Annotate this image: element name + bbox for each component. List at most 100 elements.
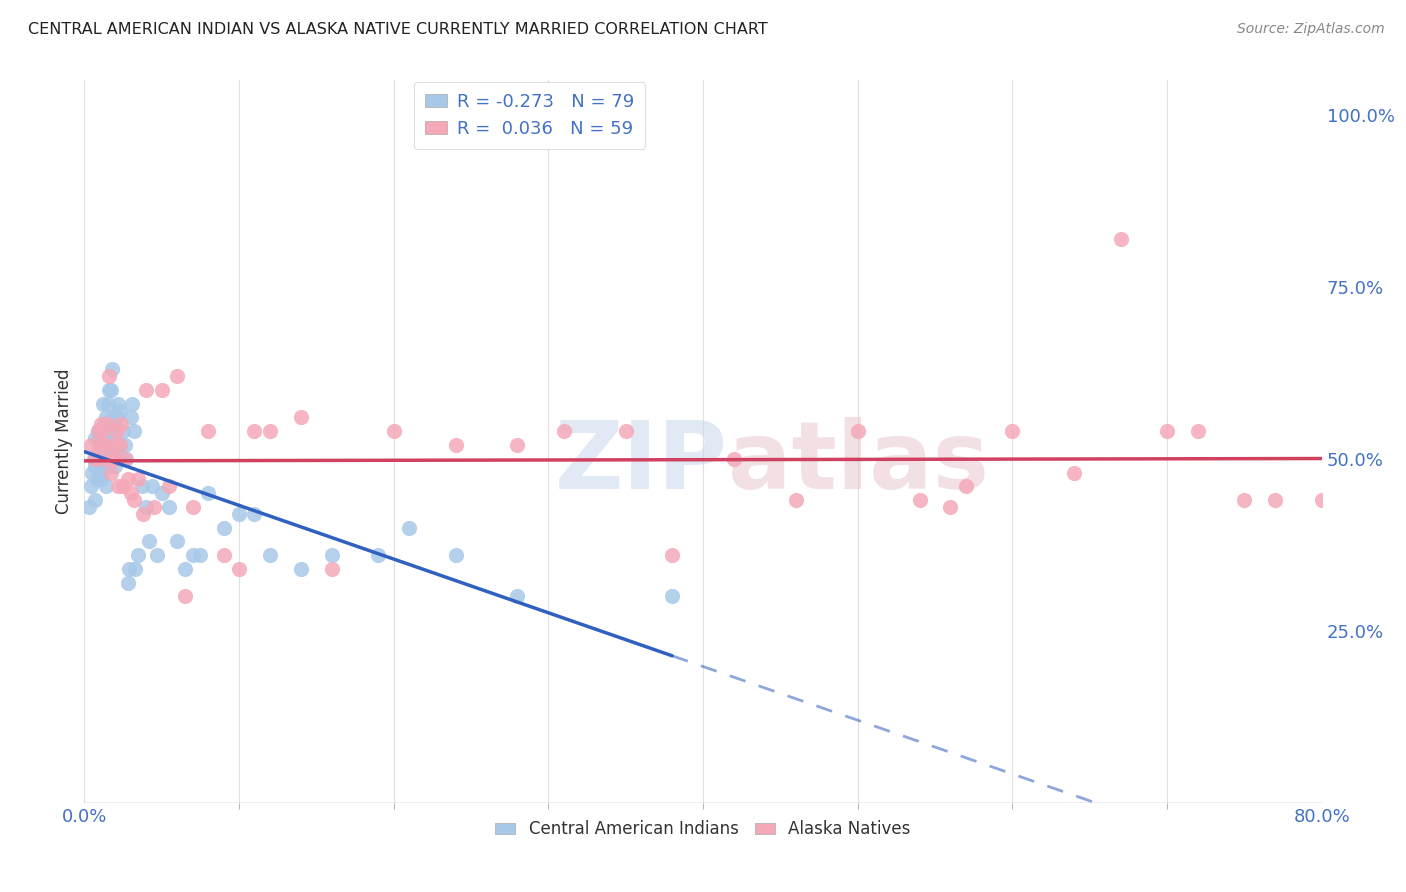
- Point: [259, 424, 281, 438]
- Point: [110, 451, 132, 466]
- Point: [135, 500, 157, 514]
- Point: [96, 417, 118, 432]
- Point: [84, 493, 107, 508]
- Point: [77, 500, 100, 514]
- Point: [82, 466, 104, 480]
- Point: [120, 486, 142, 500]
- Point: [112, 479, 135, 493]
- Point: [103, 417, 125, 432]
- Point: [96, 458, 118, 473]
- Point: [120, 410, 142, 425]
- Point: [197, 486, 219, 500]
- Point: [1063, 466, 1085, 480]
- Point: [108, 403, 131, 417]
- Point: [290, 410, 312, 425]
- Point: [955, 479, 977, 493]
- Point: [84, 458, 107, 473]
- Point: [96, 397, 118, 411]
- Point: [84, 431, 107, 445]
- Point: [87, 424, 110, 438]
- Point: [127, 548, 149, 562]
- Point: [908, 493, 931, 508]
- Point: [94, 479, 117, 493]
- Point: [104, 451, 127, 466]
- Point: [79, 479, 101, 493]
- Point: [166, 369, 188, 384]
- Point: [1001, 424, 1024, 438]
- Point: [89, 466, 111, 480]
- Point: [91, 424, 114, 438]
- Point: [103, 438, 125, 452]
- Point: [105, 410, 128, 425]
- Point: [188, 548, 211, 562]
- Point: [553, 424, 575, 438]
- Point: [79, 438, 101, 452]
- Point: [174, 590, 197, 604]
- Text: ZIP: ZIP: [555, 417, 728, 509]
- Point: [86, 472, 108, 486]
- Point: [94, 438, 117, 452]
- Point: [91, 458, 114, 473]
- Point: [1156, 424, 1178, 438]
- Point: [87, 424, 110, 438]
- Text: Source: ZipAtlas.com: Source: ZipAtlas.com: [1237, 22, 1385, 37]
- Text: atlas: atlas: [728, 417, 988, 509]
- Point: [506, 590, 529, 604]
- Point: [141, 479, 163, 493]
- Point: [107, 438, 129, 452]
- Point: [1109, 231, 1132, 245]
- Point: [1187, 424, 1209, 438]
- Point: [146, 548, 169, 562]
- Point: [259, 548, 281, 562]
- Point: [93, 451, 115, 466]
- Point: [166, 534, 188, 549]
- Point: [122, 424, 145, 438]
- Point: [614, 424, 637, 438]
- Point: [1310, 493, 1333, 508]
- Point: [212, 520, 235, 534]
- Point: [444, 438, 467, 452]
- Point: [90, 438, 112, 452]
- Point: [228, 507, 250, 521]
- Point: [321, 548, 343, 562]
- Point: [96, 424, 118, 438]
- Text: CENTRAL AMERICAN INDIAN VS ALASKA NATIVE CURRENTLY MARRIED CORRELATION CHART: CENTRAL AMERICAN INDIAN VS ALASKA NATIVE…: [28, 22, 768, 37]
- Point: [939, 500, 962, 514]
- Point: [91, 397, 114, 411]
- Point: [107, 479, 129, 493]
- Point: [181, 548, 204, 562]
- Point: [122, 493, 145, 508]
- Point: [159, 500, 180, 514]
- Point: [114, 438, 136, 452]
- Point: [197, 424, 219, 438]
- Point: [94, 438, 117, 452]
- Point: [107, 397, 129, 411]
- Point: [117, 575, 139, 590]
- Point: [159, 479, 180, 493]
- Point: [661, 590, 683, 604]
- Point: [98, 383, 121, 397]
- Point: [124, 562, 146, 576]
- Legend: Central American Indians, Alaska Natives: Central American Indians, Alaska Natives: [488, 814, 918, 845]
- Point: [93, 451, 115, 466]
- Point: [785, 493, 807, 508]
- Point: [290, 562, 312, 576]
- Point: [103, 451, 125, 466]
- Point: [98, 424, 121, 438]
- Point: [135, 383, 157, 397]
- Point: [150, 383, 173, 397]
- Point: [117, 472, 139, 486]
- Point: [138, 534, 160, 549]
- Point: [93, 417, 115, 432]
- Point: [115, 451, 138, 466]
- Point: [94, 410, 117, 425]
- Point: [104, 458, 127, 473]
- Point: [98, 451, 121, 466]
- Point: [110, 417, 132, 432]
- Point: [108, 438, 131, 452]
- Point: [98, 369, 121, 384]
- Point: [101, 451, 124, 466]
- Point: [143, 500, 166, 514]
- Point: [118, 562, 141, 576]
- Point: [104, 424, 127, 438]
